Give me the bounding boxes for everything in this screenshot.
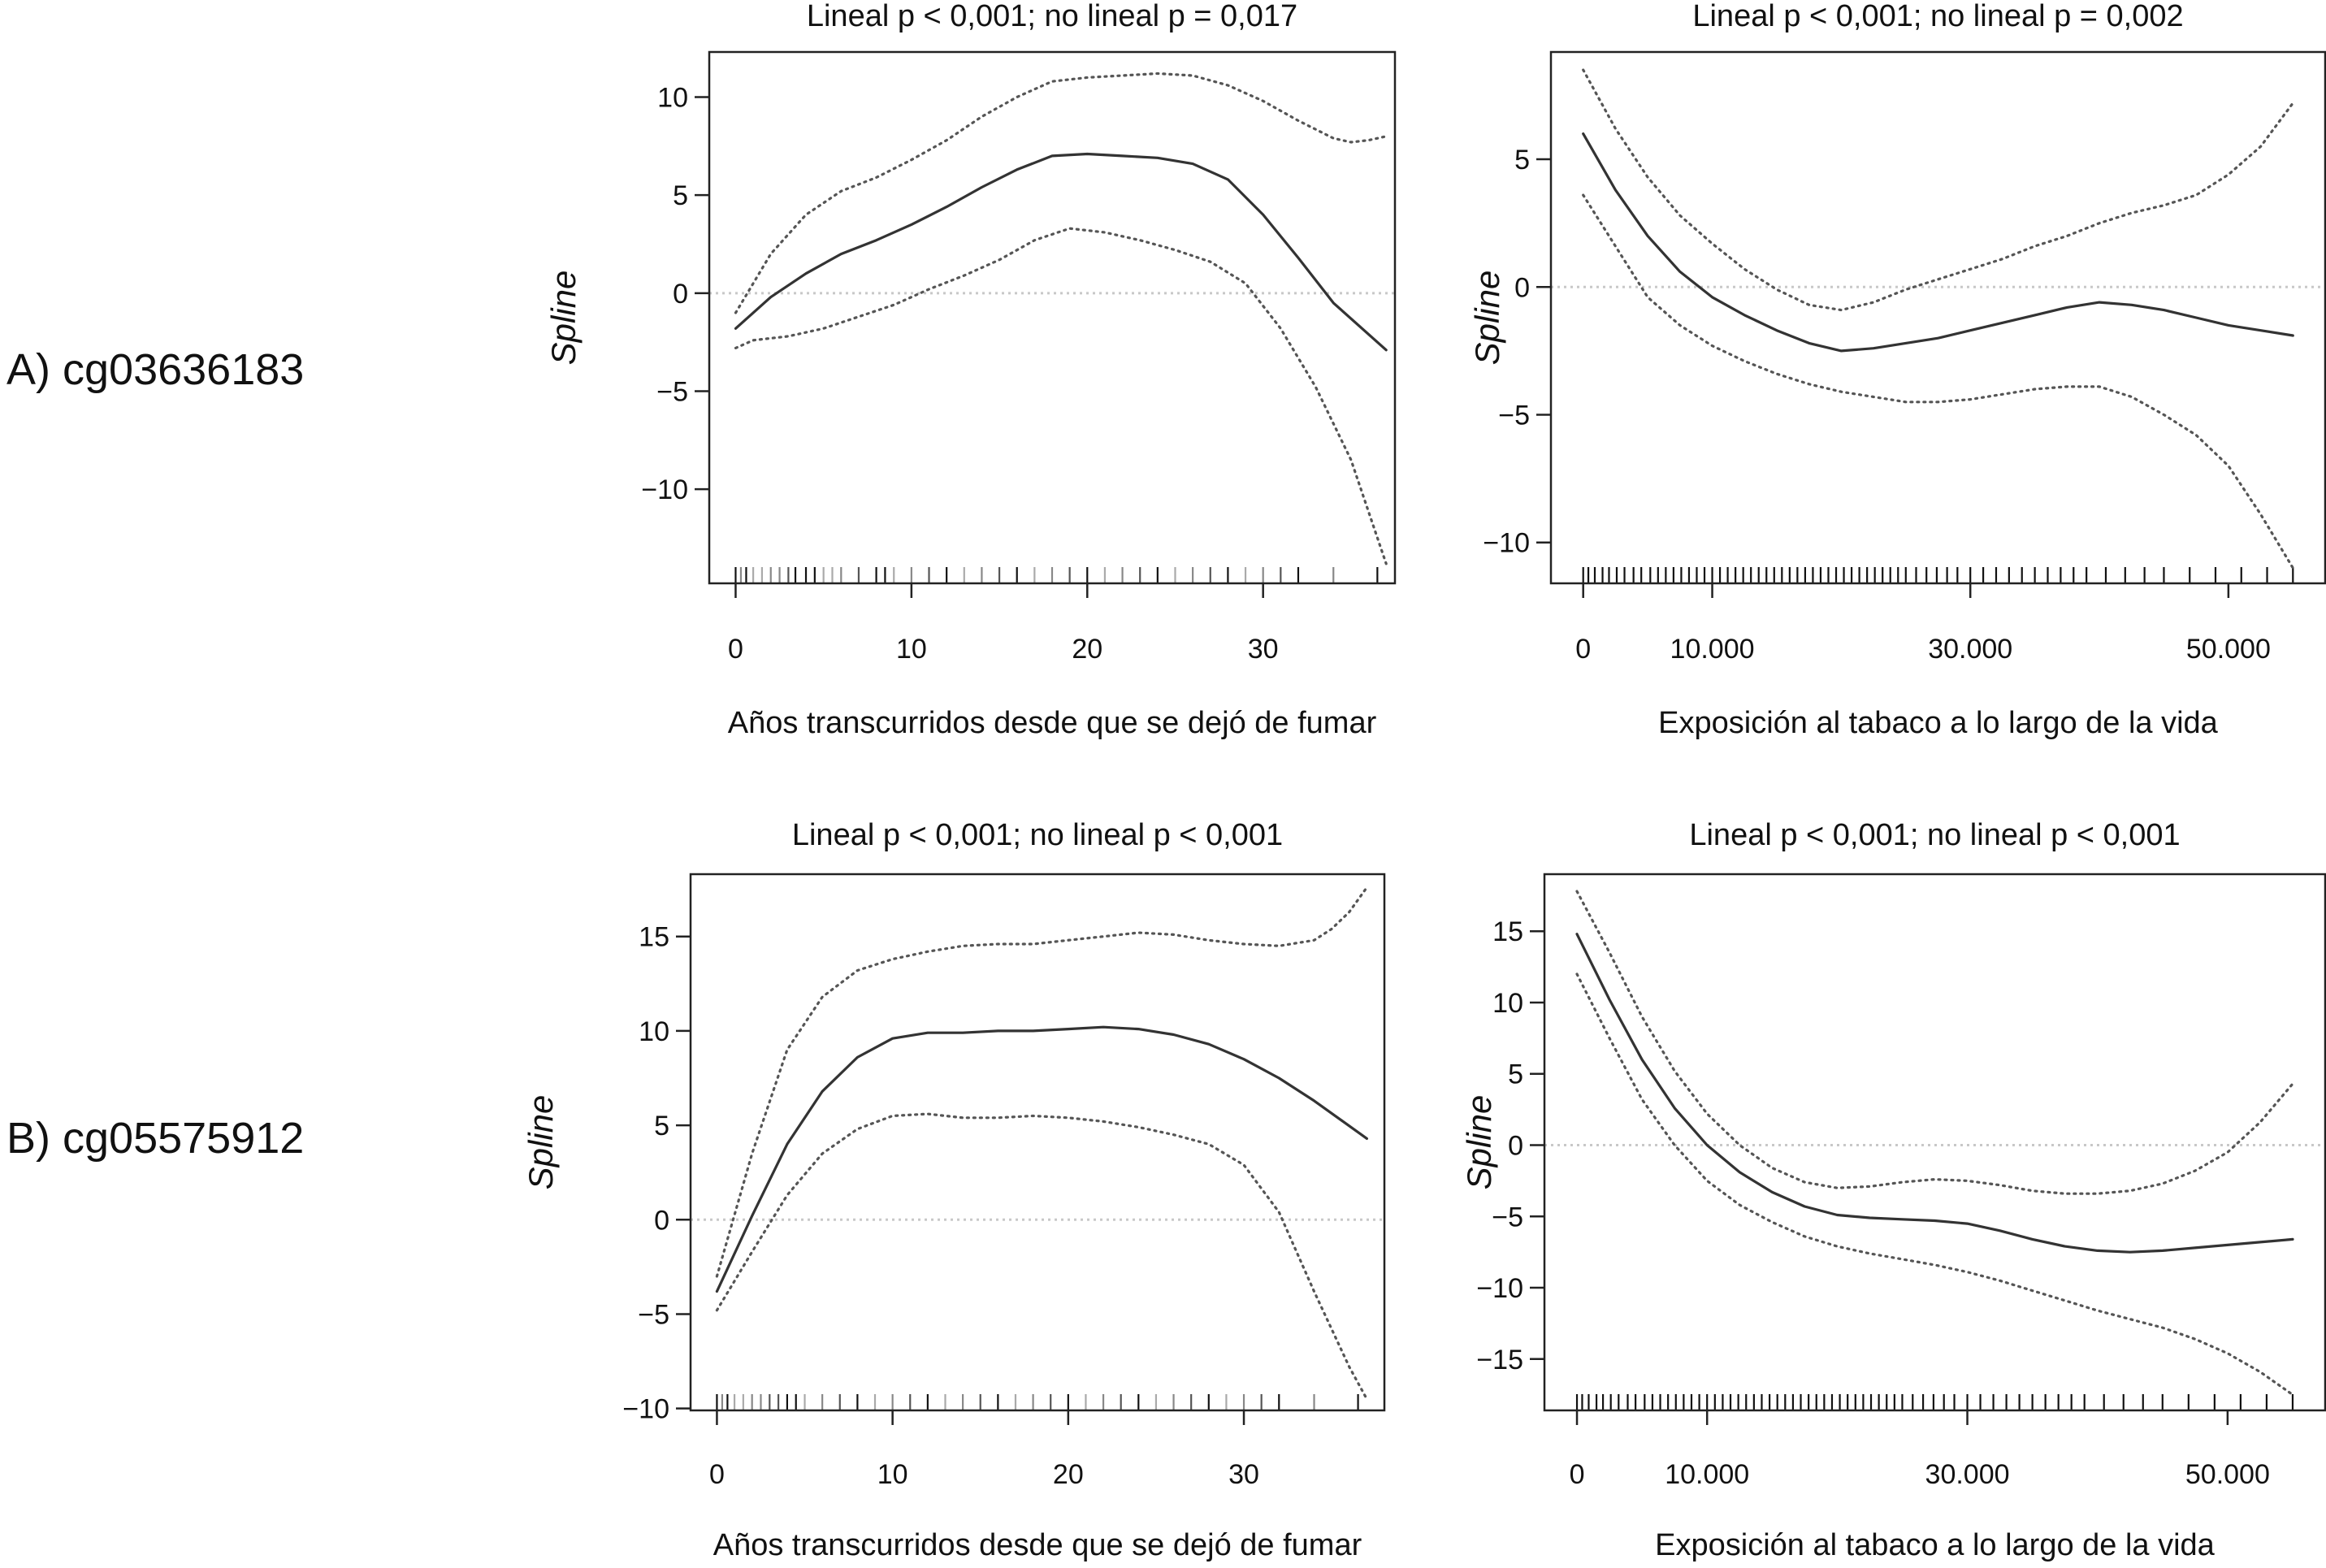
panel-title: Lineal p < 0,001; no lineal p = 0,002 bbox=[1692, 0, 2183, 33]
x-axis-label: Exposición al tabaco a lo largo de la vi… bbox=[1658, 706, 2219, 740]
y-axis-label: Spline bbox=[1468, 271, 1506, 366]
y-tick-label: −10 bbox=[1476, 1273, 1523, 1304]
confidence-band-line bbox=[715, 1112, 1368, 1401]
confidence-band-line bbox=[1582, 193, 2294, 570]
panel-title: Lineal p < 0,001; no lineal p < 0,001 bbox=[1689, 818, 2180, 852]
x-tick-label: 0 bbox=[728, 634, 743, 665]
plot-frame bbox=[708, 50, 1397, 585]
x-tick-label: 30.000 bbox=[1928, 634, 2012, 665]
x-tick-label: 0 bbox=[709, 1459, 725, 1490]
y-tick-label: 10 bbox=[657, 83, 688, 114]
spline-fit-line bbox=[1575, 933, 2294, 1254]
x-tick-label: 10.000 bbox=[1670, 634, 1755, 665]
plot-frame bbox=[1543, 873, 2326, 1412]
confidence-band-line bbox=[1575, 972, 2294, 1397]
x-tick-label: 0 bbox=[1575, 634, 1591, 665]
x-tick-label: 50.000 bbox=[2186, 634, 2271, 665]
x-axis-label: Exposición al tabaco a lo largo de la vi… bbox=[1655, 1528, 2216, 1562]
confidence-band-line bbox=[734, 71, 1388, 314]
y-tick-label: −5 bbox=[1492, 1202, 1523, 1232]
y-tick-label: 15 bbox=[639, 922, 669, 953]
y-tick-label: 0 bbox=[673, 279, 688, 310]
y-tick-label: 5 bbox=[1514, 145, 1530, 175]
y-axis-label: Spline bbox=[1460, 1095, 1498, 1190]
x-tick-label: 30.000 bbox=[1925, 1459, 2010, 1490]
y-tick-label: 10 bbox=[639, 1016, 669, 1047]
x-tick-label: 30 bbox=[1248, 634, 1279, 665]
y-tick-label: −5 bbox=[656, 376, 688, 407]
x-tick-label: 20 bbox=[1053, 1459, 1084, 1490]
y-axis-label: Spline bbox=[522, 1095, 560, 1190]
panel-4: Lineal p < 0,001; no lineal p < 0,001 15 1… bbox=[1460, 818, 2326, 1562]
y-tick-label: 10 bbox=[1492, 988, 1523, 1019]
y-tick-label: 15 bbox=[1492, 916, 1523, 947]
x-axis-label: Años transcurridos desde que se dejó de … bbox=[713, 1528, 1362, 1562]
panel-2: Lineal p < 0,001; no lineal p = 0,002 5 0 −… bbox=[1468, 0, 2326, 740]
x-tick-label: 30 bbox=[1228, 1459, 1259, 1490]
spline-fit-line bbox=[715, 1025, 1368, 1293]
confidence-band-line bbox=[734, 227, 1388, 565]
confidence-band-line bbox=[715, 886, 1368, 1278]
panel-title: Lineal p < 0,001; no lineal p < 0,001 bbox=[792, 818, 1283, 852]
y-tick-label: 0 bbox=[654, 1205, 669, 1236]
panel-3: Lineal p < 0,001; no lineal p < 0,001 15 1… bbox=[522, 818, 1386, 1562]
spline-fit-line bbox=[734, 152, 1388, 352]
x-tick-label: 10 bbox=[896, 634, 927, 665]
y-tick-label: 0 bbox=[1514, 272, 1530, 303]
confidence-band-line bbox=[1582, 68, 2294, 312]
y-tick-label: −15 bbox=[1476, 1345, 1523, 1375]
row-label-b: B) cg05575912 bbox=[6, 1114, 305, 1163]
y-tick-label: 5 bbox=[673, 180, 688, 211]
y-axis-label: Spline bbox=[544, 271, 583, 366]
plot-frame bbox=[1549, 50, 2326, 585]
confidence-band-line bbox=[1575, 890, 2294, 1195]
y-tick-label: 5 bbox=[1508, 1059, 1523, 1090]
x-tick-label: 20 bbox=[1072, 634, 1102, 665]
panel-title: Lineal p < 0,001; no lineal p = 0,017 bbox=[807, 0, 1297, 33]
x-tick-label: 0 bbox=[1570, 1459, 1585, 1490]
x-tick-label: 10.000 bbox=[1665, 1459, 1749, 1490]
y-tick-label: 0 bbox=[1508, 1131, 1523, 1162]
row-label-a: A) cg03636183 bbox=[6, 345, 305, 394]
y-tick-label: −5 bbox=[1498, 400, 1530, 431]
x-axis-label: Años transcurridos desde que se dejó de … bbox=[728, 706, 1377, 740]
y-tick-label: −10 bbox=[641, 474, 688, 505]
y-tick-label: −5 bbox=[638, 1299, 669, 1330]
x-tick-label: 50.000 bbox=[2185, 1459, 2270, 1490]
y-tick-label: −10 bbox=[622, 1394, 669, 1425]
y-tick-label: −10 bbox=[1483, 528, 1530, 559]
spline-fit-line bbox=[1582, 132, 2294, 353]
x-tick-label: 10 bbox=[877, 1459, 908, 1490]
panel-1: Lineal p < 0,001; no lineal p = 0,017 10 5… bbox=[544, 0, 1397, 740]
y-tick-label: 5 bbox=[654, 1111, 669, 1141]
plot-frame bbox=[689, 873, 1386, 1412]
